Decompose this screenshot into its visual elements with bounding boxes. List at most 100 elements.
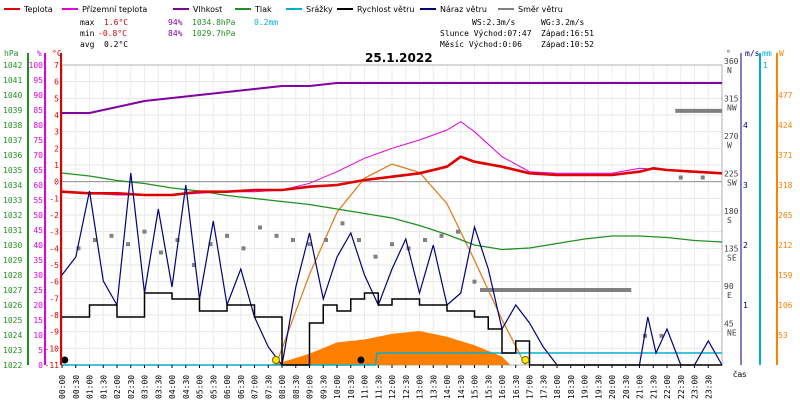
x-tick-label: 15:00 xyxy=(471,375,480,399)
x-tick-label: 01:00 xyxy=(86,375,95,399)
direction-tick-label: 270 xyxy=(724,132,739,141)
rain-axis-title: mm xyxy=(762,49,772,58)
temperature-tick-label: 0 xyxy=(54,178,59,187)
plot-grid xyxy=(61,64,723,366)
humidity-tick-label: 15 xyxy=(33,316,43,325)
legend-label: Vlhkost xyxy=(193,5,222,14)
temperature-tick-label: -6 xyxy=(49,278,59,287)
direction-tick-name: SW xyxy=(727,179,737,188)
solar-tick-label: 318 xyxy=(778,181,793,190)
wind-direction-point xyxy=(659,333,664,338)
x-tick-label: 12:00 xyxy=(388,375,397,399)
sunrise-marker xyxy=(271,356,280,364)
temperature-tick-label: 6 xyxy=(54,78,59,87)
pressure-tick-label: 1032 xyxy=(3,211,22,220)
x-tick-label: 01:30 xyxy=(99,375,108,399)
pressure-tick-label: 1028 xyxy=(3,271,22,280)
x-tick-label: 17:30 xyxy=(539,375,548,399)
temperature-tick-label: 2 xyxy=(54,144,59,153)
temperature-tick-label: 5 xyxy=(54,94,59,103)
direction-tick-name: N xyxy=(727,66,732,75)
wind-direction-point xyxy=(700,175,705,180)
wind-direction-point xyxy=(208,242,213,247)
wind-direction-point xyxy=(175,238,180,242)
x-tick-label: 10:00 xyxy=(333,375,342,399)
pressure-tick-label: 1038 xyxy=(3,121,22,130)
wind-direction-point xyxy=(373,254,378,259)
wind-direction-point xyxy=(258,225,262,230)
pressure-tick-label: 1041 xyxy=(3,76,22,85)
humidity-tick-label: 55 xyxy=(33,196,43,205)
sunset-marker xyxy=(521,356,530,364)
stat-max-press: 1034.8hPa xyxy=(192,18,236,27)
moonset-marker xyxy=(357,356,365,364)
wind-direction-point xyxy=(340,221,345,226)
humidity-tick-label: 70 xyxy=(33,151,43,160)
stat-avg-label: avg xyxy=(80,40,95,49)
stat-min-hum: 84% xyxy=(168,29,183,38)
temperature-tick-label: -4 xyxy=(49,244,59,253)
pressure-tick-label: 1036 xyxy=(3,151,22,160)
wind-tick-label: 4 xyxy=(743,121,748,130)
solar-tick-label: 159 xyxy=(778,271,793,280)
x-tick-label: 23:00 xyxy=(691,375,700,399)
x-tick-label: 09:30 xyxy=(319,375,328,399)
stat-moonrise: Měsíc Východ:0:06 xyxy=(440,40,522,49)
humidity-tick-label: 95 xyxy=(33,76,43,85)
x-tick-label: 05:30 xyxy=(209,375,218,399)
chart-title: 25.1.2022 xyxy=(365,51,433,65)
x-tick-label: 21:30 xyxy=(649,375,658,399)
x-tick-label: 18:00 xyxy=(553,375,562,399)
x-tick-label: 23:30 xyxy=(704,375,713,399)
temperature-tick-label: -10 xyxy=(45,344,60,353)
wind-direction-point xyxy=(93,238,97,242)
x-tick-label: 04:30 xyxy=(182,375,191,399)
x-tick-label: 16:00 xyxy=(498,375,507,399)
temperature-tick-label: -5 xyxy=(49,261,59,270)
x-tick-label: 20:00 xyxy=(608,375,617,399)
x-tick-label: 04:00 xyxy=(168,375,177,399)
wind-direction-point xyxy=(456,229,460,234)
legend-label: Náraz větru xyxy=(440,5,487,14)
wind-direction-point xyxy=(291,238,295,242)
stat-avg-temp: 0.2°C xyxy=(104,40,128,49)
direction-tick-label: 90 xyxy=(724,282,734,291)
x-tick-label: 14:00 xyxy=(443,375,452,399)
temperature-tick-label: 4 xyxy=(54,111,59,120)
pressure-tick-label: 1027 xyxy=(3,286,22,295)
stats-block: max 1.6°C 94% 1034.8hPa 0.2mm min -0.8°C… xyxy=(80,18,594,49)
x-tick-label: 06:00 xyxy=(223,375,232,399)
direction-tick-name: NW xyxy=(727,104,737,113)
x-tick-label: 03:30 xyxy=(154,375,163,399)
temperature-tick-label: -3 xyxy=(49,228,59,237)
wind-direction-point xyxy=(142,229,147,234)
temperature-tick-label: -7 xyxy=(49,294,59,303)
temperature-tick-label: 7 xyxy=(54,61,59,70)
pressure-tick-label: 1034 xyxy=(3,181,22,190)
x-tick-label: 02:30 xyxy=(127,375,136,399)
x-tick-label: 03:00 xyxy=(141,375,150,399)
x-tick-label: 18:30 xyxy=(567,375,576,399)
x-tick-label: 22:30 xyxy=(677,375,686,399)
pressure-tick-label: 1042 xyxy=(3,61,22,70)
solar-tick-label: 212 xyxy=(778,241,793,250)
pressure-tick-label: 1025 xyxy=(3,316,22,325)
x-tick-label: 08:30 xyxy=(292,375,301,399)
x-tick-label: 00:00 xyxy=(58,375,67,399)
moonrise-marker xyxy=(61,356,69,364)
x-tick-label: 07:30 xyxy=(264,375,273,399)
x-tick-label: 22:00 xyxy=(663,375,672,399)
temperature-tick-label: -2 xyxy=(49,211,59,220)
wind-direction-point xyxy=(357,238,361,242)
x-tick-label: 19:00 xyxy=(581,375,590,399)
wind-direction-point xyxy=(192,263,196,267)
direction-tick-label: 45 xyxy=(724,320,734,329)
humidity-tick-label: 60 xyxy=(33,181,43,190)
rain-tick-label: 1 xyxy=(763,61,768,70)
humidity-tick-label: 35 xyxy=(33,256,43,265)
solar-tick-label: 371 xyxy=(778,151,793,160)
solar-radiation-area xyxy=(62,331,722,365)
pressure-tick-label: 1023 xyxy=(3,346,22,355)
solar-tick-label: 424 xyxy=(778,121,793,130)
